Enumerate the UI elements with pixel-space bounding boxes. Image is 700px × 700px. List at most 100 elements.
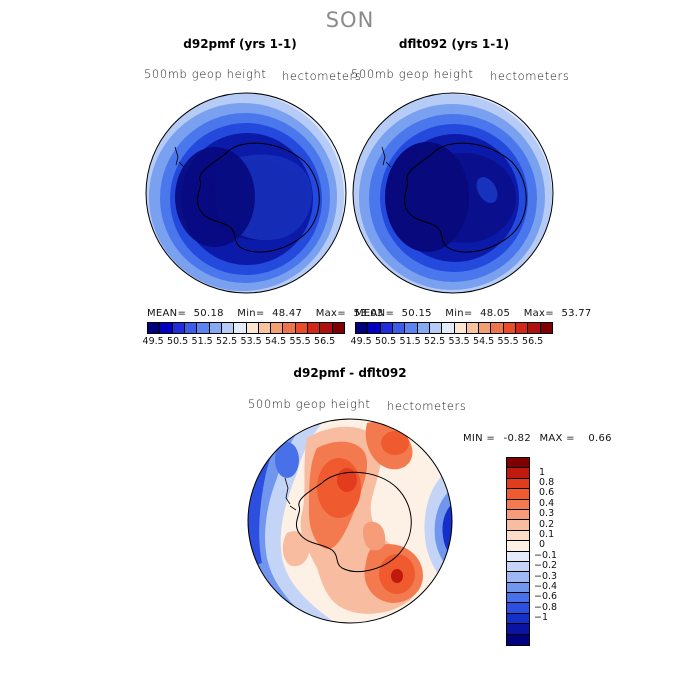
colorbar-swatch bbox=[246, 323, 259, 333]
right-panel-title: dflt092 (yrs 1-1) bbox=[398, 37, 510, 51]
diff-units-label: hectometers bbox=[387, 399, 467, 413]
left-min-label: Min= bbox=[237, 308, 265, 319]
colorbar-swatch bbox=[332, 323, 344, 333]
colorbar-swatch bbox=[507, 468, 529, 479]
right-mean-value: 50.15 bbox=[401, 308, 432, 319]
colorbar-swatch bbox=[172, 323, 185, 333]
colorbar-swatch bbox=[160, 323, 173, 333]
diff-map bbox=[247, 418, 453, 624]
colorbar-swatch bbox=[507, 572, 529, 583]
right-max-value: 53.77 bbox=[561, 308, 592, 319]
colorbar-swatch bbox=[466, 323, 480, 333]
left-min-value: 48.47 bbox=[272, 308, 303, 319]
colorbar-swatch bbox=[507, 489, 529, 500]
colorbar-swatch bbox=[368, 323, 381, 333]
right-map bbox=[352, 92, 554, 294]
colorbar-tick-label: −0.4 bbox=[534, 581, 558, 592]
diff-min-label: MIN = bbox=[463, 433, 496, 444]
left-variable-label: 500mb geop height bbox=[144, 67, 267, 81]
colorbar-swatch bbox=[507, 458, 529, 469]
colorbar-swatch bbox=[405, 323, 418, 333]
colorbar-tick-label: 51.5 bbox=[191, 336, 213, 347]
right-units-label: hectometers bbox=[490, 69, 570, 83]
left-map bbox=[145, 92, 347, 294]
left-mean-value: 50.18 bbox=[193, 308, 224, 319]
diff-colorbar-ticks: 1 0.8 0.6 0.4 0.3 0.2 0.1 0 −0.1 −0.2 −0.3 −0.4 −0.6… bbox=[534, 457, 574, 647]
colorbar-tick-label: 54.5 bbox=[265, 336, 287, 347]
right-max-label: Max= bbox=[523, 308, 554, 319]
colorbar-swatch bbox=[283, 323, 296, 333]
colorbar-swatch bbox=[429, 323, 443, 333]
colorbar-swatch bbox=[507, 582, 529, 594]
colorbar-tick-label: 0.2 bbox=[539, 518, 555, 530]
colorbar-swatch bbox=[491, 323, 504, 333]
diff-max-value: 0.66 bbox=[588, 433, 612, 444]
diff-min-value: -0.82 bbox=[503, 433, 531, 444]
right-mean-label: MEAN= bbox=[355, 308, 395, 319]
colorbar-tick-label: 50.5 bbox=[375, 336, 397, 347]
colorbar-tick-label: 53.5 bbox=[448, 336, 470, 347]
colorbar-swatch bbox=[234, 323, 247, 333]
colorbar-tick-label: 55.5 bbox=[497, 336, 519, 347]
colorbar-tick-label: 0.6 bbox=[539, 487, 555, 499]
colorbar-tick-label: 0.1 bbox=[539, 529, 555, 540]
colorbar-tick-label: −0.6 bbox=[534, 591, 558, 603]
colorbar-swatch bbox=[507, 603, 529, 614]
colorbar-tick-label: 50.5 bbox=[167, 336, 189, 347]
colorbar-swatch bbox=[479, 323, 492, 333]
colorbar-swatch bbox=[507, 520, 529, 531]
colorbar-swatch bbox=[454, 323, 467, 333]
colorbar-tick-label: 0.4 bbox=[539, 497, 555, 509]
colorbar-swatch bbox=[507, 478, 529, 490]
colorbar-swatch bbox=[507, 593, 529, 604]
colorbar-swatch bbox=[148, 323, 161, 333]
colorbar-swatch bbox=[528, 323, 541, 333]
left-units-label: hectometers bbox=[282, 69, 362, 83]
colorbar-swatch bbox=[197, 323, 210, 333]
left-colorbar bbox=[147, 322, 345, 334]
diff-max-label: MAX = bbox=[539, 433, 575, 444]
season-title: SON bbox=[325, 8, 375, 32]
colorbar-swatch bbox=[507, 634, 529, 646]
colorbar-swatch bbox=[258, 323, 272, 333]
colorbar-swatch bbox=[184, 323, 198, 333]
colorbar-swatch bbox=[320, 323, 333, 333]
colorbar-tick-label: 55.5 bbox=[289, 336, 311, 347]
left-panel-title: d92pmf (yrs 1-1) bbox=[183, 37, 297, 51]
right-colorbar-ticks: 49.5 50.5 51.5 52.5 53.5 54.5 55.5 56.5 bbox=[351, 336, 551, 350]
diff-panel-title: d92pmf - dflt092 bbox=[293, 366, 407, 380]
colorbar-tick-label: 56.5 bbox=[314, 336, 336, 347]
colorbar-swatch bbox=[507, 499, 529, 510]
right-min-label: Min= bbox=[445, 308, 473, 319]
colorbar-swatch bbox=[540, 323, 552, 333]
right-min-value: 48.05 bbox=[480, 308, 511, 319]
colorbar-tick-label: −0.2 bbox=[534, 560, 558, 572]
colorbar-swatch bbox=[295, 323, 309, 333]
colorbar-tick-label: 52.5 bbox=[424, 336, 446, 347]
diff-colorbar bbox=[506, 457, 530, 647]
colorbar-swatch bbox=[507, 624, 529, 635]
colorbar-swatch bbox=[442, 323, 455, 333]
left-colorbar-ticks: 49.5 50.5 51.5 52.5 53.5 54.5 55.5 56.5 bbox=[143, 336, 343, 350]
colorbar-swatch bbox=[507, 509, 529, 521]
right-variable-label: 500mb geop height bbox=[351, 67, 474, 81]
colorbar-swatch bbox=[271, 323, 284, 333]
diff-stats: MIN = -0.82 MAX = 0.66 bbox=[463, 433, 612, 444]
colorbar-swatch bbox=[392, 323, 406, 333]
colorbar-swatch bbox=[380, 323, 393, 333]
colorbar-tick-label: 49.5 bbox=[142, 336, 164, 347]
colorbar-swatch bbox=[209, 323, 222, 333]
colorbar-tick-label: −0.8 bbox=[534, 601, 558, 613]
colorbar-swatch bbox=[507, 530, 529, 542]
colorbar-tick-label: 0.3 bbox=[539, 508, 555, 520]
right-colorbar bbox=[355, 322, 553, 334]
colorbar-tick-label: 56.5 bbox=[522, 336, 544, 347]
colorbar-swatch bbox=[507, 613, 529, 625]
colorbar-tick-label: −1 bbox=[534, 612, 549, 624]
colorbar-tick-label: 1 bbox=[539, 466, 546, 478]
left-mean-label: MEAN= bbox=[147, 308, 187, 319]
colorbar-swatch bbox=[516, 323, 529, 333]
colorbar-swatch bbox=[507, 541, 529, 552]
right-stats: MEAN= 50.15 Min= 48.05 Max= 53.77 bbox=[355, 308, 592, 319]
colorbar-tick-label: 54.5 bbox=[473, 336, 495, 347]
